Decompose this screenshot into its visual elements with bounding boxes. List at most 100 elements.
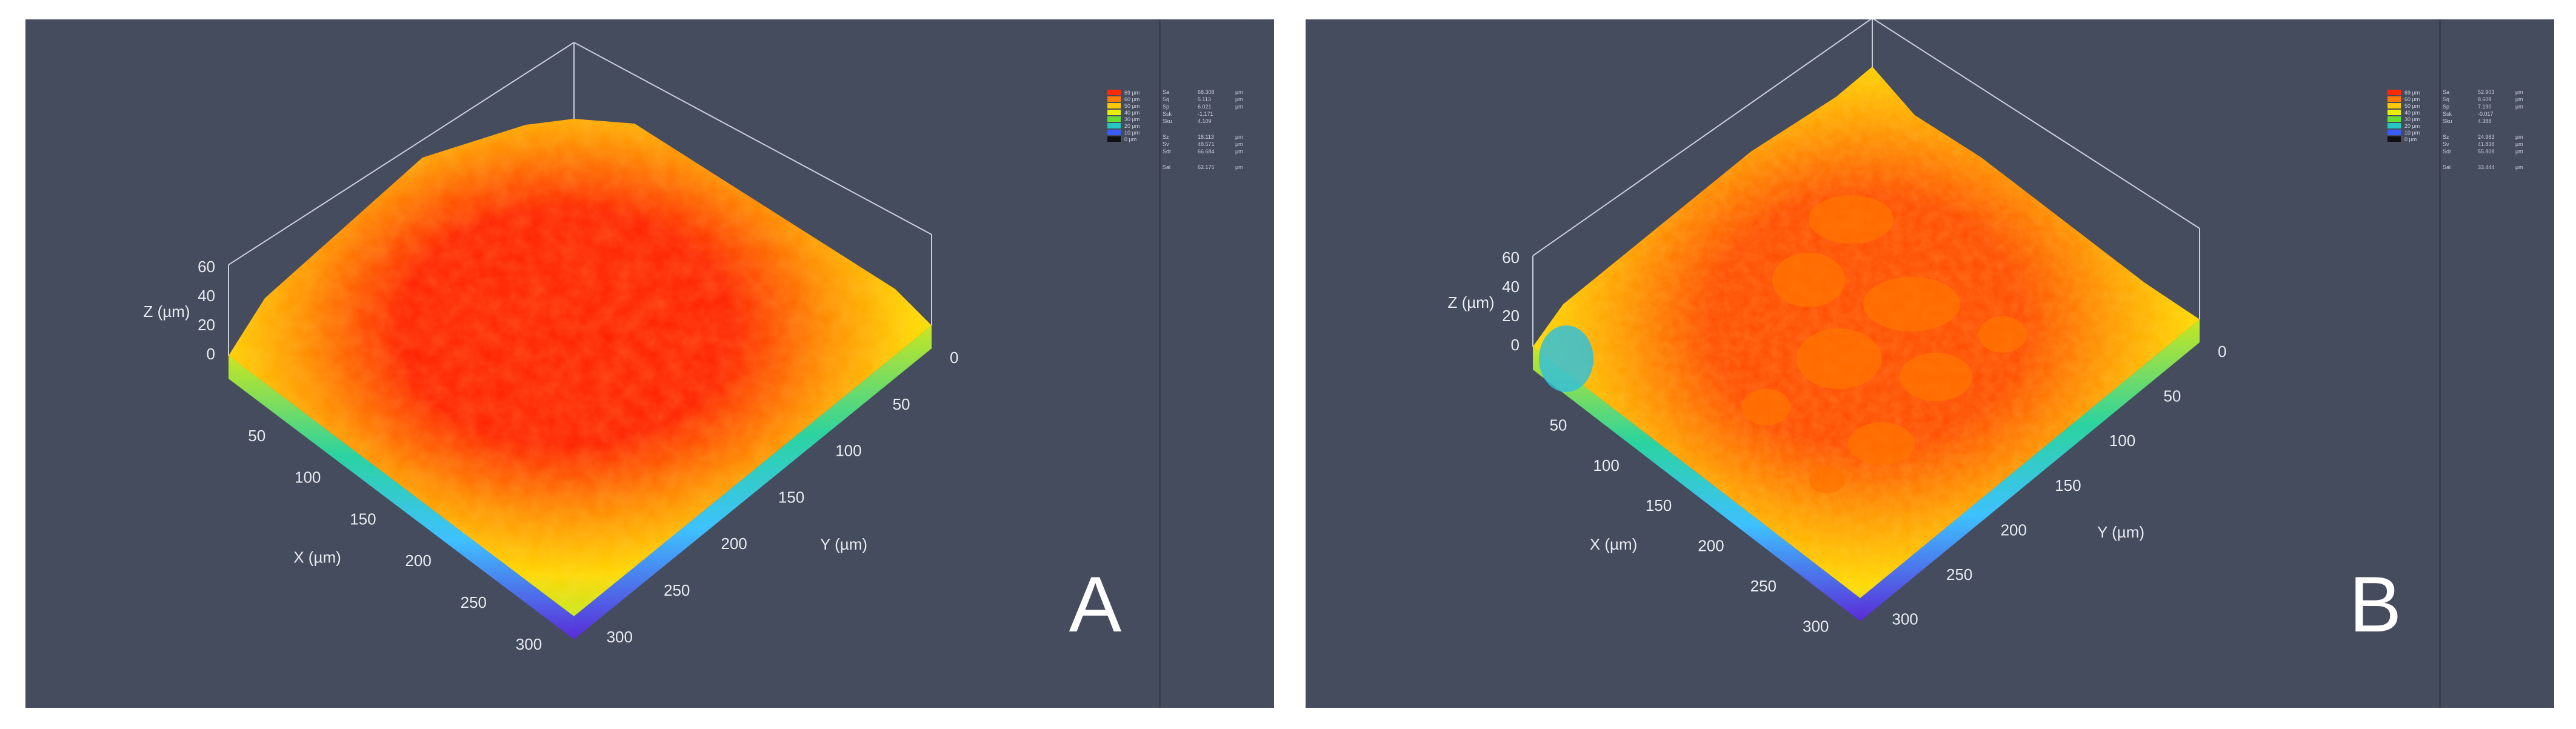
legend-label: 69 µm: [2404, 89, 2420, 96]
stat-row: Ssk -0.017: [2439, 111, 2548, 118]
stat-unit: [2515, 111, 2540, 118]
stat-value: -1.171: [1198, 111, 1213, 117]
x-tick-label: 100: [295, 468, 321, 487]
stat-unit: µm: [1235, 141, 1243, 147]
legend-swatch: [2387, 90, 2401, 95]
stat-unit: [2515, 118, 2540, 125]
y-tick-label: 200: [721, 534, 747, 553]
legend-swatch: [2387, 103, 2401, 108]
legend-label: 60 µm: [1124, 96, 1140, 102]
surface-side-left: [229, 356, 574, 639]
legend-swatch: [1107, 116, 1121, 122]
stat-value: 5.113: [1198, 96, 1211, 102]
y-axis-label: Y (µm): [2097, 523, 2144, 541]
stat-unit: µm: [2515, 134, 2523, 140]
stat-unit: µm: [2515, 104, 2523, 110]
legend-entry: 69 µm: [2387, 89, 2424, 96]
stat-value: 66.684: [1198, 148, 1215, 155]
stat-name: Sku: [1163, 118, 1172, 124]
stat-value: 48.571: [1198, 141, 1215, 147]
stat-row: Sv 48.571 µm: [1159, 141, 1268, 148]
stat-unit: [1235, 118, 1260, 125]
panel-letter: A: [1069, 560, 1122, 648]
x-tick-label: 200: [1698, 537, 1724, 555]
stat-name: Sa: [1163, 89, 1170, 95]
stat-unit: µm: [1235, 96, 1243, 102]
legend-swatch: [2387, 136, 2401, 142]
legend-entry: 0 µm: [2387, 136, 2424, 142]
legend-swatch: [2387, 96, 2401, 102]
stat-name: Sku: [2443, 118, 2452, 124]
surface-side-right: [1860, 319, 2200, 621]
stat-name: Ssk: [2443, 111, 2452, 117]
legend-label: 20 µm: [1124, 122, 1140, 129]
legend-label: 30 µm: [1124, 116, 1140, 122]
x-tick-label: 250: [461, 593, 487, 611]
x-tick-label: 200: [405, 551, 431, 570]
stat-row: Sz 24.983 µm: [2439, 134, 2548, 141]
legend-entry: 50 µm: [1107, 102, 1144, 109]
z-tick-label: 20: [198, 316, 215, 334]
stat-value: 7.190: [2478, 104, 2492, 110]
legend-swatch: [2387, 116, 2401, 122]
stat-value: 24.983: [2478, 134, 2495, 140]
stat-name: Sal: [2443, 164, 2451, 170]
color-legend-a: 69 µm 60 µm 50 µm 40 µm 30 µm 20 µm 10 µm 0 µm: [1107, 89, 1144, 142]
legend-entry: 10 µm: [1107, 129, 1144, 136]
x-tick-label: 50: [248, 427, 265, 445]
stat-value: 33.444: [2478, 164, 2495, 170]
legend-entry: 10 µm: [2387, 129, 2424, 136]
z-tick-label: 40: [1502, 278, 1520, 296]
legend-swatch: [2387, 110, 2401, 115]
legend-label: 30 µm: [2404, 116, 2420, 122]
legend-swatch: [1107, 110, 1121, 115]
stat-unit: µm: [2515, 89, 2523, 95]
stat-value: 68.308: [1198, 89, 1215, 95]
legend-entry: 40 µm: [2387, 109, 2424, 116]
stat-value: 62.175: [1198, 164, 1215, 170]
legend-swatch: [1107, 96, 1121, 102]
stat-unit: µm: [2515, 148, 2523, 155]
surface-side-left: [1533, 347, 1860, 621]
x-axis-label: X (µm): [1590, 535, 1638, 553]
z-tick-label: 40: [198, 287, 215, 305]
stat-value: 52.903: [2478, 89, 2495, 95]
y-tick-label: 300: [607, 628, 633, 646]
stat-row: Sal 62.175 µm: [1159, 164, 1268, 171]
stat-value: 4.388: [2478, 118, 2492, 124]
color-legend-b: 69 µm 60 µm 50 µm 40 µm 30 µm 20 µm 10 µm 0 µm: [2387, 89, 2424, 142]
stat-name: Sp: [2443, 104, 2450, 110]
stat-name: Sq: [2443, 96, 2450, 102]
legend-swatch: [1107, 130, 1121, 135]
stat-row: Sz 18.113 µm: [1159, 134, 1268, 141]
height-map-surface: [229, 119, 932, 616]
stat-value: 55.808: [2478, 148, 2495, 155]
x-tick-label: 250: [1750, 577, 1777, 595]
stat-name: Sz: [1163, 134, 1169, 140]
legend-label: 20 µm: [2404, 122, 2420, 129]
legend-entry: 69 µm: [1107, 89, 1144, 96]
stat-row: Sku 4.109: [1159, 118, 1268, 125]
panel-letter: B: [2349, 560, 2402, 648]
legend-entry: 60 µm: [1107, 96, 1144, 102]
stat-unit: µm: [1235, 104, 1243, 110]
stat-value: 18.113: [1198, 134, 1214, 140]
legend-label: 60 µm: [2404, 96, 2420, 102]
legend-swatch: [2387, 130, 2401, 135]
legend-swatch: [1107, 136, 1121, 142]
legend-label: 10 µm: [1124, 129, 1140, 136]
y-tick-label: 50: [2163, 387, 2181, 405]
stat-unit: [1235, 111, 1260, 118]
stat-row: Sdr 55.808 µm: [2439, 148, 2548, 156]
stat-name: Sdr: [2443, 148, 2452, 155]
legend-entry: 20 µm: [1107, 122, 1144, 129]
z-axis-label: Z (µm): [143, 302, 190, 321]
y-tick-label: 0: [2218, 342, 2226, 361]
y-tick-label: 150: [778, 488, 804, 506]
stat-row: Ssk -1.171: [1159, 111, 1268, 118]
y-tick-label: 250: [1946, 565, 1972, 584]
x-axis-label: X (µm): [293, 548, 341, 567]
stat-row: Sp 7.190 µm: [2439, 104, 2548, 111]
